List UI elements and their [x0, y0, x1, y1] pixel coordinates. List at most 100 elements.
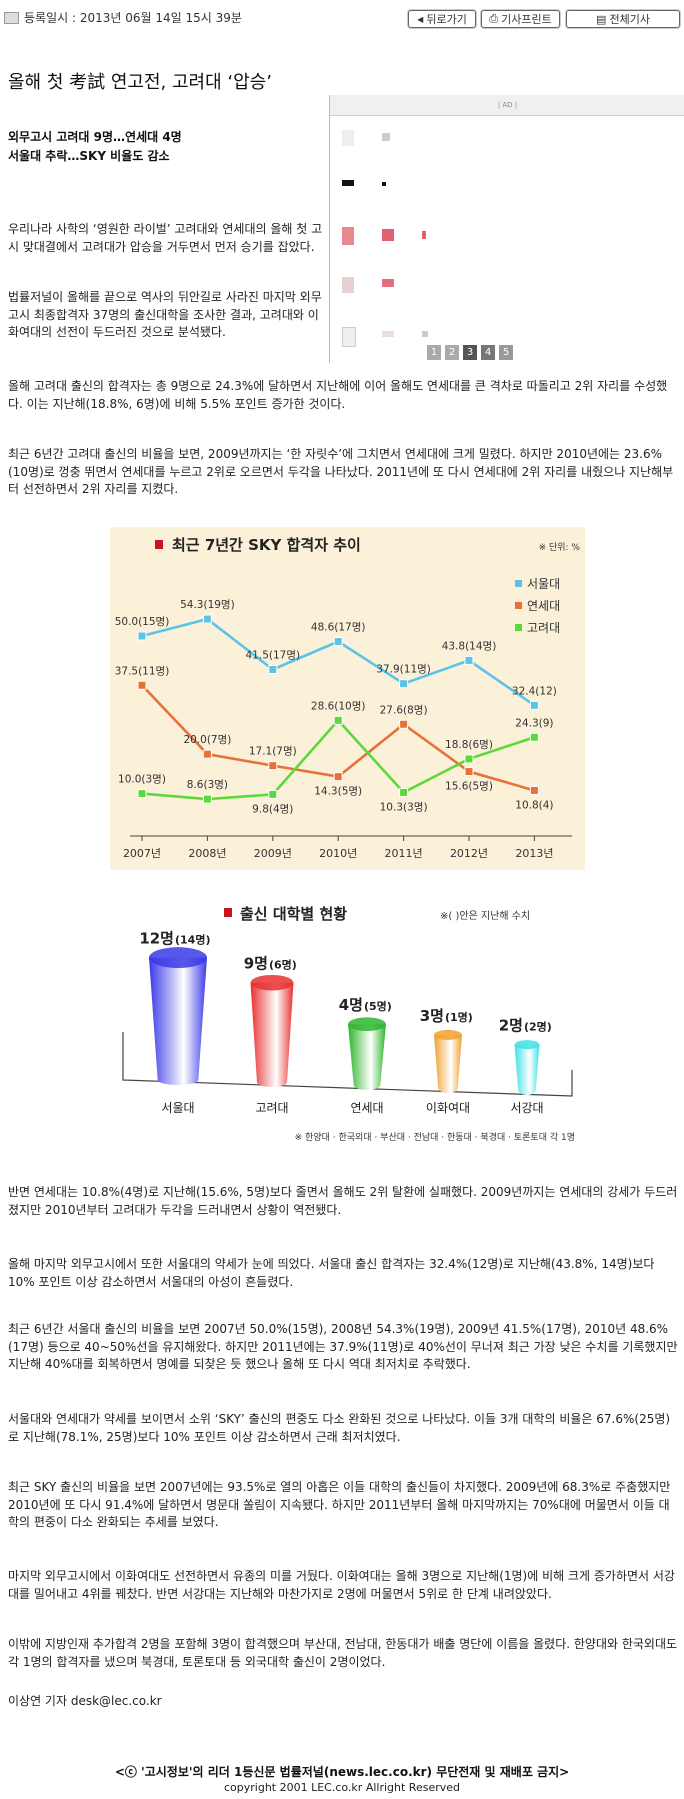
data-point: [137, 789, 147, 799]
x-tick-label: 2010년: [319, 847, 357, 860]
data-point: [333, 715, 343, 725]
bar-top: [514, 1040, 540, 1050]
chart-footnote: ※ 한양대 · 한국외대 · 부산대 · 전남대 · 한동대 · 북경대 · 토…: [295, 1131, 575, 1143]
line-chart-svg: 최근 7년간 SKY 합격자 추이 ※ 단위: % 2007년 2008년 2009…: [115, 536, 581, 860]
bar-cylinder: [348, 1024, 386, 1090]
ad-thumbnail[interactable]: [342, 327, 356, 347]
data-label: 37.9(11명): [376, 664, 431, 676]
data-point: [268, 789, 278, 799]
bar-cylinder: [149, 957, 207, 1085]
bar-previous-label: (5명): [364, 999, 392, 1013]
x-tick-label: 2012년: [450, 847, 488, 860]
legend-swatch: [515, 580, 522, 587]
data-point: [268, 664, 278, 674]
article-subtitle: 외무고시 고려대 9명…연세대 4명 서울대 추락…SKY 비율도 감소: [8, 128, 182, 166]
legend-label: 연세대: [527, 599, 560, 613]
legend-swatch: [515, 624, 522, 631]
ad-thumbnail[interactable]: [382, 182, 386, 186]
ad-thumbnail[interactable]: [382, 331, 394, 337]
x-tick-label: 2009년: [254, 847, 292, 860]
ad-page-5[interactable]: 5: [499, 345, 513, 360]
bar-chart-svg: 출신 대학별 현황 ※( )안은 지난해 수치 12명 (14명) 서울대 9명 (6명…: [122, 905, 575, 1143]
all-articles-label: 전체기사: [609, 13, 650, 26]
category-label: 이화여대: [426, 1101, 470, 1115]
ad-page-3[interactable]: 3: [463, 345, 477, 360]
category-label: 고려대: [255, 1101, 288, 1115]
legend-label: 고려대: [527, 621, 560, 635]
data-point: [464, 767, 474, 777]
data-label: 10.8(4): [515, 799, 553, 811]
data-label: 17.1(7명): [249, 746, 297, 758]
data-label: 9.8(4명): [252, 803, 293, 815]
data-label: 41.5(17명): [246, 649, 301, 661]
ad-thumbnail[interactable]: [342, 277, 354, 293]
data-label: 50.0(15명): [115, 616, 170, 628]
bar-top: [250, 974, 294, 991]
data-label: 15.6(5명): [445, 781, 493, 793]
data-point: [399, 679, 409, 689]
ad-thumbnail[interactable]: [382, 279, 394, 287]
all-articles-button[interactable]: ▤ 전체기사: [566, 10, 680, 28]
data-label: 10.0(3명): [118, 774, 166, 786]
bar-previous-label: (14명): [175, 933, 210, 947]
ad-thumbnail[interactable]: [382, 229, 394, 241]
chart-note: ※( )안은 지난해 수치: [440, 909, 530, 922]
print-button[interactable]: ⎙ 기사프린트: [481, 10, 560, 28]
data-label: 37.5(11명): [115, 665, 170, 677]
copyright-notice: <ⓒ '고시정보'의 리더 1등신문 법률저널(news.lec.co.kr) …: [114, 1765, 570, 1779]
data-point: [137, 631, 147, 641]
paragraph: 마지막 외무고시에서 이화여대도 선전하면서 유종의 미를 거뒀다. 이화여대는…: [8, 1569, 675, 1601]
paragraph: 우리나라 사학의 ‘영원한 라이벌’ 고려대와 연세대의 올해 첫 고시 맞대결…: [8, 222, 323, 254]
paragraph: 올해 고려대 출신의 합격자는 총 9명으로 24.3%에 달하면서 지난해에 …: [8, 379, 668, 411]
ad-panel[interactable]: | AD | 1 2 3 4 5: [329, 95, 684, 363]
data-label: 18.8(6명): [445, 739, 493, 751]
ad-thumbnail[interactable]: [382, 133, 390, 141]
ad-page-1[interactable]: 1: [427, 345, 441, 360]
ad-thumbnail[interactable]: [422, 231, 426, 239]
print-label: 기사프린트: [501, 13, 552, 26]
data-point: [333, 637, 343, 647]
legend-label: 서울대: [527, 577, 560, 591]
paragraph: 법률저널이 올해를 끝으로 역사의 뒤안길로 사라진 마지막 외무고시 최종합격…: [8, 290, 322, 339]
data-point: [202, 794, 212, 804]
data-point: [268, 761, 278, 771]
unit-note: ※ 단위: %: [539, 542, 581, 553]
data-label: 48.6(17명): [311, 622, 366, 634]
ad-thumbnail[interactable]: [342, 180, 354, 186]
ad-page-2[interactable]: 2: [445, 345, 459, 360]
data-point: [464, 655, 474, 665]
bar-cylinder: [250, 982, 294, 1087]
data-point: [529, 785, 539, 795]
bar-cylinder: [514, 1044, 540, 1095]
paragraph: 최근 SKY 출신의 비율을 보면 2007년에는 93.5%로 열의 아홉은 …: [8, 1480, 671, 1529]
bar-top: [434, 1029, 462, 1040]
data-point: [333, 772, 343, 782]
ad-thumbnail[interactable]: [342, 227, 354, 245]
bar-value-label: 3명: [420, 1007, 444, 1025]
category-label: 서울대: [161, 1101, 194, 1115]
bar-value-label: 12명: [139, 930, 174, 948]
bar-previous-label: (1명): [445, 1010, 473, 1024]
data-label: 10.3(3명): [380, 801, 428, 813]
ad-page-4[interactable]: 4: [481, 345, 495, 360]
title-marker-icon: [224, 908, 232, 917]
bar-previous-label: (6명): [269, 958, 297, 972]
paragraph: 최근 6년간 고려대 출신의 비율을 보면, 2009년까지는 ‘한 자릿수’에…: [8, 447, 674, 496]
data-label: 27.6(8명): [380, 704, 428, 716]
bar-value-label: 2명: [499, 1017, 523, 1035]
paragraph: 반면 연세대는 10.8%(4명)로 지난해(15.6%, 5명)보다 줄면서 …: [8, 1185, 678, 1217]
data-point: [464, 754, 474, 764]
paragraph: 이밖에 지방인재 추가합격 2명을 포함해 3명이 합격했으며 부산대, 전남대…: [8, 1637, 678, 1669]
document-icon: ▤: [596, 12, 607, 26]
bar-cylinder: [434, 1034, 462, 1093]
ad-thumbnail[interactable]: [422, 331, 428, 337]
ad-thumbnail[interactable]: [342, 130, 354, 146]
x-tick-label: 2008년: [188, 847, 226, 860]
back-arrow-icon: ◀: [417, 14, 424, 24]
chart-title: 출신 대학별 현황: [240, 905, 347, 923]
subtitle-line: 서울대 추락…SKY 비율도 감소: [8, 149, 170, 163]
back-button[interactable]: ◀ 뒤로가기: [408, 10, 476, 28]
data-label: 32.4(12): [512, 685, 557, 697]
data-label: 43.8(14명): [442, 640, 497, 652]
back-label: 뒤로가기: [426, 13, 467, 26]
